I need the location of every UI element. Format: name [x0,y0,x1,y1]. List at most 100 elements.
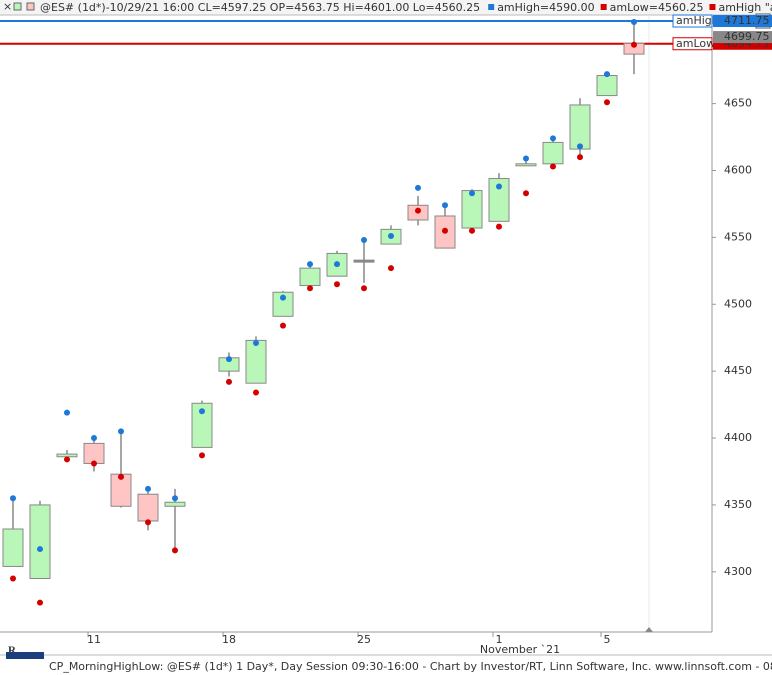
last-price: 4699.75 [724,30,770,43]
am-dot [118,428,124,435]
candle-body [569,104,591,150]
candle-body [164,501,186,507]
candle-body [2,528,24,567]
am-dot [280,294,286,301]
candle-body [299,267,321,287]
candle-body [137,493,159,522]
am-dot [496,223,502,230]
candle-body [488,178,510,222]
level-price-box [713,15,772,28]
footer-text: CP_MorningHighLow: @ES# (1d*) 1 Day*, Da… [49,660,772,673]
am-dot [91,460,97,467]
am-dot [334,281,340,288]
header-icon-up [13,2,22,11]
am-dot [226,356,232,363]
x-tick-label: 1 [496,633,503,646]
am-dot [64,456,70,463]
header-bar [0,0,772,15]
y-tick-label: 4450 [724,364,752,377]
am-dot [523,155,529,162]
legend-swatch [488,4,495,10]
am-dot [577,143,583,150]
am-dot [415,207,421,214]
am-dot [631,41,637,48]
x-annotation: November `21 [480,643,560,656]
y-tick-label: 4350 [724,498,752,511]
am-dot [361,237,367,244]
candle-body [596,75,618,97]
am-dot [631,19,637,26]
y-tick-label: 4500 [724,297,752,310]
logo-r: R [8,645,17,657]
candle-body [542,141,564,165]
am-dot [604,71,610,78]
am-dot [280,322,286,329]
level-label: amHigh [676,14,719,27]
am-dot [469,227,475,234]
logo: R [6,645,44,659]
candle-body [515,163,537,167]
legend-label: amHigh=4590.00 [497,1,594,14]
level-label: amLow [676,37,715,50]
am-dot [307,261,313,268]
candle-body [29,504,51,579]
am-dot [496,183,502,190]
am-dot [10,495,16,502]
am-dot [91,435,97,442]
x-tick-label: 25 [357,633,371,646]
header-title: @ES# (1d*)-10/29/21 16:00 CL=4597.25 OP=… [40,1,480,14]
logo-bar [6,652,44,659]
candle-body [83,442,105,464]
am-dot [604,99,610,106]
y-tick-label: 4600 [724,163,752,176]
am-dot [334,261,340,268]
am-dot [172,547,178,554]
candle-body [56,453,78,458]
am-dot [199,452,205,459]
am-dot [118,473,124,480]
am-dot [145,519,151,526]
am-dot [226,378,232,385]
am-dot [37,546,43,553]
y-tick-label: 4300 [724,565,752,578]
level-price: 4711.75 [724,14,770,27]
y-tick-label: 4400 [724,431,752,444]
am-dot [253,389,259,396]
am-dot [388,265,394,272]
am-dot [550,135,556,142]
candle-body [191,402,213,448]
am-dot [469,190,475,197]
legend-swatch [600,4,607,10]
close-icon[interactable]: × [3,0,12,13]
legend-label: amLow=4560.25 [610,1,704,14]
am-dot [64,409,70,416]
am-dot [415,184,421,191]
am-dot [145,485,151,492]
x-tick-label: 5 [604,633,611,646]
legend-label: amHigh "amLow" [718,1,772,14]
level-label-box [672,14,713,28]
cursor-marker [645,627,653,632]
am-dot [442,202,448,209]
am-dot [10,575,16,582]
am-dot [388,233,394,240]
am-dot [172,495,178,502]
am-dot [361,285,367,292]
candle-body [245,339,267,384]
am-dot [442,227,448,234]
am-dot [37,599,43,606]
x-tick-label: 11 [87,633,101,646]
am-dot [577,154,583,161]
am-dot [199,408,205,415]
y-tick-label: 4550 [724,230,752,243]
level-label-box [672,37,713,51]
am-dot [550,163,556,170]
am-dot [523,190,529,197]
legend-swatch [709,4,716,10]
am-dot [253,340,259,347]
candle-body [272,291,294,317]
x-tick-label: 18 [222,633,236,646]
